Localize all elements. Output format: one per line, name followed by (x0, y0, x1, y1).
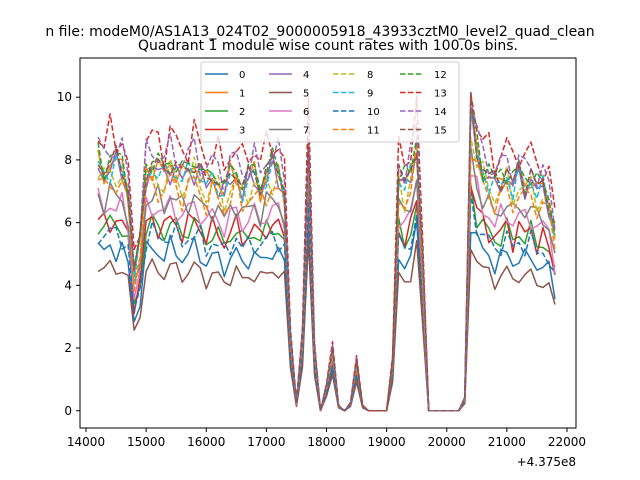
y-tick-label: 4 (64, 278, 72, 292)
series-line-14 (97, 104, 556, 412)
series-line-9 (97, 106, 556, 412)
legend-label-14: 14 (434, 107, 447, 118)
legend-label-9: 9 (367, 89, 373, 100)
series-line-11 (97, 142, 556, 412)
legend-frame (200, 61, 460, 143)
x-tick-label: 14000 (67, 435, 105, 449)
legend-label-6: 6 (303, 107, 309, 118)
series-line-5 (97, 239, 556, 412)
legend-label-8: 8 (367, 70, 373, 81)
series-line-6 (97, 175, 556, 412)
series-line-15 (97, 90, 556, 412)
y-tick-label: 6 (64, 216, 72, 230)
x-tick-label: 19000 (368, 435, 406, 449)
legend-label-15: 15 (434, 126, 447, 137)
x-tick-label: 15000 (127, 435, 165, 449)
x-tick-label: 18000 (307, 435, 345, 449)
legend-label-4: 4 (303, 70, 309, 81)
x-tick-label: 21000 (488, 435, 526, 449)
series-line-2 (97, 182, 556, 412)
y-tick-label: 2 (64, 341, 72, 355)
y-tick-label: 8 (64, 153, 72, 167)
legend-label-7: 7 (303, 126, 309, 137)
legend-label-10: 10 (367, 107, 380, 118)
axes-frame (79, 57, 577, 429)
x-offset-label: +4.375e8 (517, 455, 576, 469)
legend-label-2: 2 (239, 107, 245, 118)
legend-label-5: 5 (303, 89, 309, 100)
legend-label-11: 11 (367, 126, 380, 137)
y-axis: 0 2 4 6 8 10 (57, 90, 80, 418)
x-tick-label: 22000 (548, 435, 586, 449)
suptitle: n file: modeM0/AS1A13_024T02_9000005918_… (45, 24, 594, 40)
legend-label-13: 13 (434, 89, 447, 100)
x-axis: 14000 15000 16000 17000 18000 19000 20000 21000… (67, 428, 586, 449)
chart-title: Quadrant 1 module wise count rates with … (138, 38, 518, 54)
legend-label-3: 3 (239, 126, 245, 137)
legend-label-12: 12 (434, 70, 447, 81)
legend-label-1: 1 (239, 89, 245, 100)
series-lines (97, 90, 556, 412)
x-tick-label: 16000 (187, 435, 225, 449)
y-tick-label: 0 (64, 404, 72, 418)
x-tick-label: 20000 (428, 435, 466, 449)
y-tick-label: 10 (57, 90, 72, 104)
series-line-10 (97, 192, 556, 412)
series-line-3 (97, 186, 556, 412)
legend-label-0: 0 (239, 70, 245, 81)
x-tick-label: 17000 (247, 435, 285, 449)
